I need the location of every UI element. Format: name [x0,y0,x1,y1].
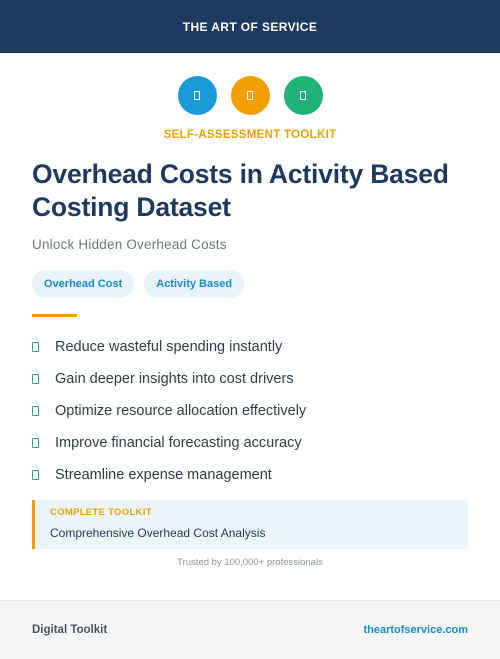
check-icon [32,342,39,352]
tag-overhead-cost: Overhead Cost [32,270,135,298]
callout-text: Comprehensive Overhead Cost Analysis [50,526,266,540]
tag-list: Overhead Cost Activity Based [32,270,245,298]
benefit-item: Optimize resource allocation effectively [32,395,472,427]
check-icon [32,438,39,448]
benefit-item: Reduce wasteful spending instantly [32,331,472,363]
toolkit-callout: COMPLETE TOOLKIT Comprehensive Overhead … [32,500,468,549]
orange-circle-icon [230,76,270,115]
green-circle-icon [283,76,323,115]
benefit-item: Improve financial forecasting accuracy [32,427,472,459]
glyph-placeholder-icon [194,91,200,100]
check-icon [32,406,39,416]
accent-divider [32,314,77,317]
benefit-text: Gain deeper insights into cost drivers [55,371,294,387]
glyph-placeholder-icon [247,91,253,100]
top-header-bar: THE ART OF SERVICE [0,0,500,53]
benefit-text: Reduce wasteful spending instantly [55,339,283,355]
benefit-text: Streamline expense management [55,467,272,483]
trust-line: Trusted by 100,000+ professionals [177,557,323,568]
benefit-item: Streamline expense management [32,459,472,491]
website-link[interactable]: theartofservice.com [363,624,468,636]
icon-row [0,76,500,115]
check-icon [32,374,39,384]
benefit-text: Optimize resource allocation effectively [55,403,307,419]
footer-bar: Digital Toolkit theartofservice.com [0,600,500,659]
subtitle: Unlock Hidden Overhead Costs [32,237,227,252]
footer-label: Digital Toolkit [32,624,108,636]
benefit-item: Gain deeper insights into cost drivers [32,363,472,395]
blue-circle-icon [177,76,217,115]
page-title: Overhead Costs in Activity Based Costing… [32,159,449,222]
benefit-text: Improve financial forecasting accuracy [55,435,302,451]
eyebrow-label: SELF-ASSESSMENT TOOLKIT [163,129,337,141]
callout-label: COMPLETE TOOLKIT [50,507,152,518]
tag-activity-based: Activity Based [144,270,245,298]
benefit-list: Reduce wasteful spending instantly Gain … [32,331,472,491]
glyph-placeholder-icon [300,91,306,100]
check-icon [32,470,39,480]
brand-name: THE ART OF SERVICE [182,19,318,34]
